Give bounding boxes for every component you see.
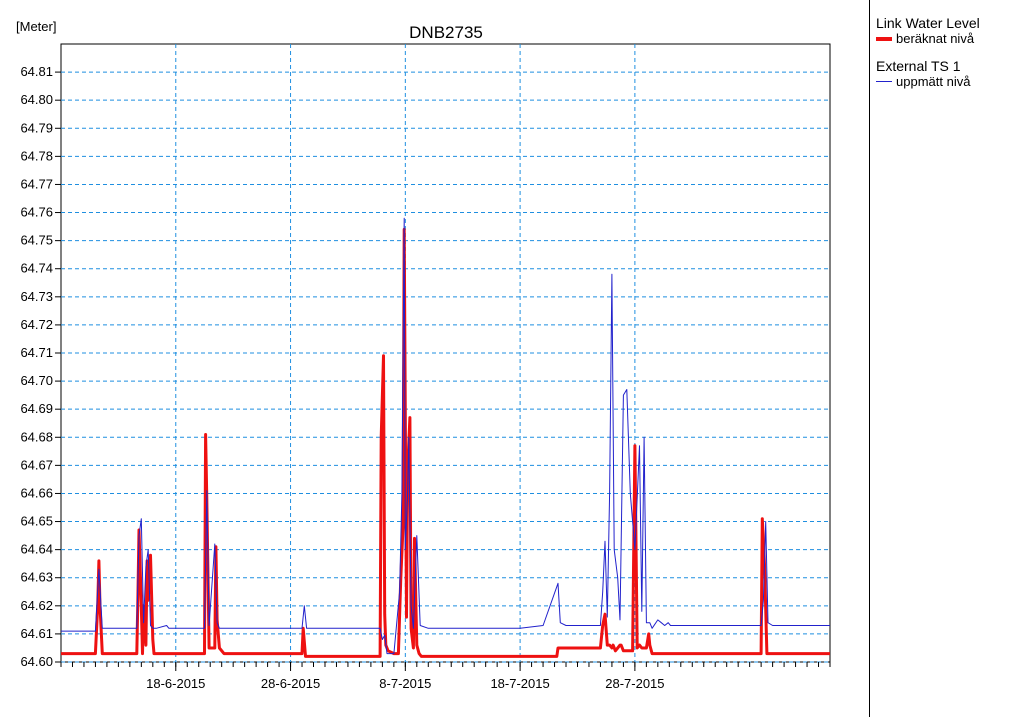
legend-group-external-ts: External TS 1 uppmätt nivå — [876, 58, 980, 89]
series-line-measured-level — [61, 217, 830, 655]
x-tick-label: 18-6-2015 — [146, 676, 205, 691]
x-tick-label: 18-7-2015 — [490, 676, 549, 691]
axes: 64.60 64.61 64.62 64.63 64.64 64.65 64.66 64.67… — [20, 64, 831, 691]
y-tick-label: 64.80 — [20, 92, 53, 107]
legend-title-external-ts: External TS 1 — [876, 58, 961, 74]
y-tick-label: 64.72 — [20, 317, 53, 332]
series-line-calculated-level — [61, 227, 830, 658]
y-tick-label: 64.70 — [20, 373, 53, 388]
legend: Link Water Level beräknat nivå External … — [876, 15, 980, 101]
chart-canvas: 64.60 64.61 64.62 64.63 64.64 64.65 64.66 64.67… — [16, 19, 831, 691]
x-tick-label: 28-7-2015 — [605, 676, 664, 691]
y-tick-label: 64.73 — [20, 289, 53, 304]
y-tick-label: 64.67 — [20, 457, 53, 472]
y-tick-label: 64.76 — [20, 205, 53, 220]
legend-entry-label-calculated: beräknat nivå — [896, 31, 975, 46]
x-tick-label: 28-6-2015 — [261, 676, 320, 691]
series-layer — [61, 217, 830, 658]
y-tick-label: 64.62 — [20, 598, 53, 613]
y-tick-label: 64.64 — [20, 542, 53, 557]
y-tick-label: 64.68 — [20, 429, 53, 444]
legend-swatch-red — [876, 36, 892, 41]
y-axis-label: [Meter] — [16, 19, 56, 34]
legend-swatch-blue — [876, 81, 892, 82]
y-tick-label: 64.71 — [20, 345, 53, 360]
legend-divider — [869, 0, 870, 717]
y-tick-label: 64.77 — [20, 176, 53, 191]
y-tick-label: 64.78 — [20, 148, 53, 163]
legend-entry-label-measured: uppmätt nivå — [896, 74, 971, 89]
legend-title-link-water-level: Link Water Level — [876, 15, 980, 31]
y-tick-label: 64.79 — [20, 120, 53, 135]
x-tick-label: 8-7-2015 — [379, 676, 431, 691]
y-tick-label: 64.61 — [20, 626, 53, 641]
legend-entry-measured: uppmätt nivå — [876, 74, 980, 89]
legend-entry-calculated: beräknat nivå — [876, 31, 980, 46]
y-tick-label: 64.75 — [20, 233, 53, 248]
y-tick-label: 64.74 — [20, 261, 53, 276]
y-tick-label: 64.81 — [20, 64, 53, 79]
legend-group-link-water-level: Link Water Level beräknat nivå — [876, 15, 980, 46]
grid — [61, 44, 830, 663]
y-tick-label: 64.60 — [20, 654, 53, 669]
y-tick-label: 64.63 — [20, 570, 53, 585]
y-tick-label: 64.69 — [20, 401, 53, 416]
y-tick-label: 64.66 — [20, 485, 53, 500]
y-tick-label: 64.65 — [20, 514, 53, 529]
chart-title: DNB2735 — [409, 23, 483, 42]
